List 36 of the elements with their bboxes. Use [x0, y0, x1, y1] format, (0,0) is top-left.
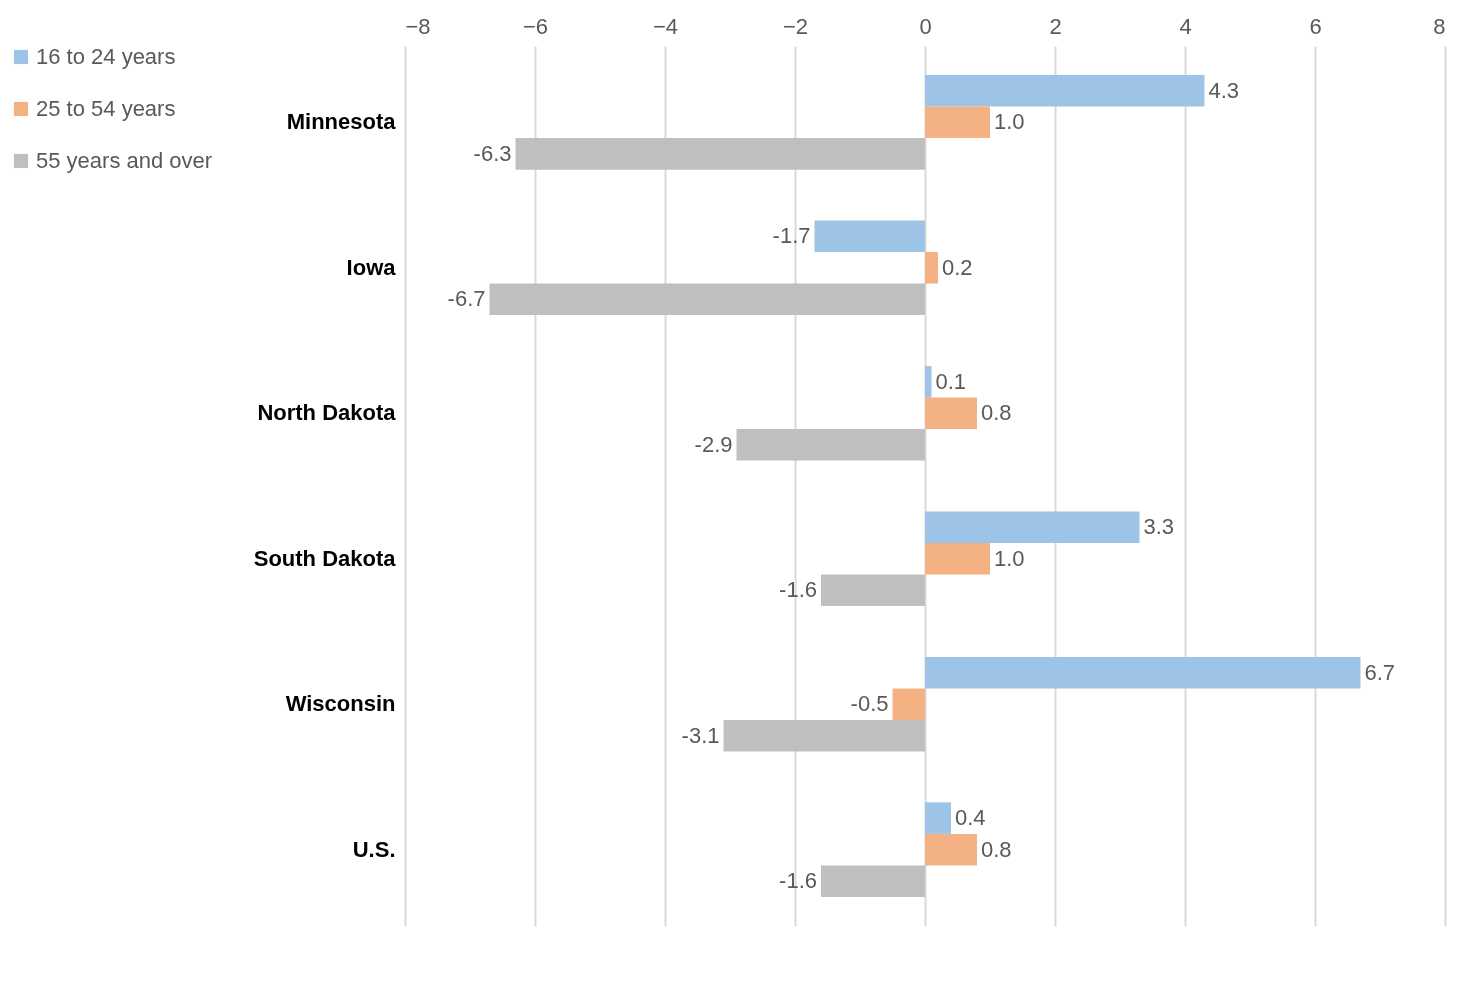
- data-label: 0.1: [935, 368, 967, 394]
- data-label: -6.3: [473, 140, 512, 166]
- x-tick-label: 6: [1309, 13, 1322, 39]
- data-label: -3.1: [681, 722, 720, 748]
- data-label: -2.9: [694, 431, 733, 457]
- data-label: 1.0: [994, 545, 1025, 571]
- data-label: -1.6: [779, 868, 817, 894]
- x-tick-label: −8: [405, 13, 431, 39]
- data-label: 0.2: [942, 254, 973, 280]
- data-label: 0.8: [981, 836, 1012, 862]
- data-label: 4.3: [1208, 77, 1240, 103]
- data-label: 0.4: [955, 805, 986, 831]
- x-tick-label: −2: [782, 13, 809, 39]
- y-tick-label: Minnesota: [286, 109, 397, 135]
- y-tick-label: U.S.: [352, 836, 396, 862]
- x-tick-label: −4: [652, 13, 679, 39]
- data-label: -1.7: [772, 223, 811, 249]
- data-label: -6.7: [447, 286, 486, 312]
- data-label: -1.6: [779, 577, 817, 603]
- legend-label: 16 to 24 years: [36, 44, 176, 69]
- x-tick-label: 0: [919, 13, 932, 39]
- data-label: 1.0: [994, 109, 1025, 135]
- x-tick-label: 4: [1179, 13, 1192, 39]
- y-tick-label: North Dakota: [257, 400, 397, 426]
- x-tick-label: −6: [522, 13, 549, 39]
- y-tick-label: Wisconsin: [285, 691, 396, 717]
- data-label: 6.7: [1364, 659, 1396, 685]
- data-label: 0.8: [981, 400, 1012, 426]
- legend-label: 55 years and over: [36, 148, 213, 173]
- x-tick-label: 8: [1433, 13, 1446, 39]
- data-label: -0.5: [850, 691, 889, 717]
- y-tick-label: Iowa: [346, 254, 397, 280]
- legend-label: 25 to 54 years: [36, 96, 176, 121]
- x-tick-label: 2: [1049, 13, 1062, 39]
- y-tick-label: South Dakota: [253, 545, 397, 571]
- data-label: 3.3: [1143, 514, 1175, 540]
